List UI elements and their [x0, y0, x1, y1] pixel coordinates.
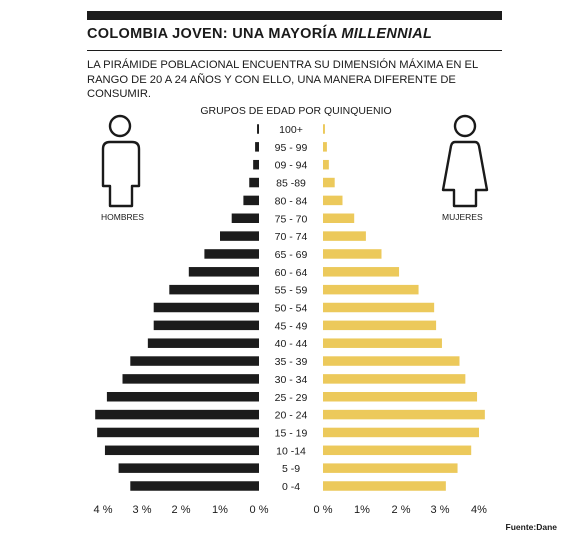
age-group-labels: 100+ 95 - 99 09 - 94 85 -89 80 - 84 75 - 70 70… — [275, 124, 308, 493]
tick-right-3: 3 % — [431, 504, 450, 516]
man-icon — [101, 114, 141, 208]
age-label-17: 15 - 19 — [275, 427, 308, 439]
bar-women-10 — [323, 302, 435, 313]
legend-men-label: HOMBRES — [101, 212, 144, 222]
bar-women-4 — [323, 195, 343, 206]
age-label-20: 0 -4 — [282, 481, 300, 493]
tick-right-4: 4% — [471, 504, 487, 516]
bar-women-0 — [323, 124, 325, 134]
infographic-subtitle: LA PIRÁMIDE POBLACIONAL ENCUENTRA SU DIM… — [87, 59, 478, 100]
bar-men-13 — [130, 356, 259, 366]
tick-left-0: 4 % — [94, 504, 113, 516]
tick-left-2: 2 % — [172, 504, 191, 516]
tick-left-1: 3 % — [133, 504, 152, 516]
age-label-0: 100+ — [279, 124, 303, 136]
age-label-2: 09 - 94 — [275, 160, 308, 172]
age-label-3: 85 -89 — [276, 178, 306, 190]
chart-title: GRUPOS DE EDAD POR QUINQUENIO — [200, 105, 391, 117]
bar-men-19 — [118, 463, 259, 473]
bar-women-2 — [323, 159, 329, 170]
age-label-4: 80 - 84 — [275, 195, 308, 207]
bar-men-15 — [106, 392, 260, 402]
pyramid-bars — [95, 124, 485, 491]
bar-women-17 — [323, 427, 479, 438]
age-label-10: 50 - 54 — [275, 303, 308, 315]
bar-women-9 — [323, 284, 419, 295]
infographic-title: COLOMBIA JOVEN: UNA MAYORÍA MILLENNIAL — [87, 26, 507, 42]
age-label-15: 25 - 29 — [275, 392, 308, 404]
bar-women-11 — [323, 320, 437, 331]
bar-men-10 — [153, 302, 259, 313]
age-label-9: 55 - 59 — [275, 285, 308, 297]
age-label-5: 75 - 70 — [275, 213, 308, 225]
age-label-1: 95 - 99 — [275, 142, 308, 154]
bar-women-3 — [323, 177, 335, 188]
age-label-13: 35 - 39 — [275, 356, 308, 368]
legend-women-label: MUJERES — [442, 212, 483, 222]
bar-women-14 — [323, 374, 466, 384]
bar-men-7 — [204, 249, 259, 259]
bar-men-17 — [97, 427, 260, 438]
tick-right-1: 1% — [354, 504, 370, 516]
title-emphasis: MILLENNIAL — [341, 26, 433, 42]
tick-left-4: 0 % — [250, 504, 269, 516]
woman-icon — [441, 114, 489, 208]
bar-men-3 — [249, 177, 259, 188]
bar-women-12 — [323, 338, 442, 348]
bar-men-18 — [104, 445, 259, 456]
tick-right-0: 0 % — [314, 504, 333, 516]
bar-women-5 — [323, 213, 355, 223]
bar-men-14 — [122, 374, 259, 384]
age-label-7: 65 - 69 — [275, 249, 308, 261]
age-label-16: 20 - 24 — [275, 410, 308, 422]
bar-men-9 — [169, 284, 259, 295]
bar-men-2 — [253, 159, 259, 170]
age-label-19: 5 -9 — [282, 463, 300, 475]
age-label-14: 30 - 34 — [275, 374, 308, 386]
bar-men-20 — [130, 481, 259, 491]
bar-women-20 — [323, 481, 446, 491]
bar-women-6 — [323, 231, 366, 241]
top-rule-bar — [87, 11, 502, 20]
bar-women-8 — [323, 267, 400, 277]
bar-women-16 — [323, 409, 485, 420]
title-divider — [87, 50, 502, 51]
bar-men-4 — [243, 195, 259, 206]
age-label-12: 40 - 44 — [275, 338, 308, 350]
bar-women-13 — [323, 356, 460, 366]
bar-men-5 — [231, 213, 259, 223]
bar-men-1 — [255, 142, 259, 152]
bar-women-19 — [323, 463, 458, 473]
bar-men-12 — [147, 338, 259, 348]
bar-men-0 — [257, 124, 259, 134]
tick-right-2: 2 % — [392, 504, 411, 516]
bar-men-6 — [220, 231, 259, 241]
age-label-6: 70 - 74 — [275, 231, 308, 243]
age-label-8: 60 - 64 — [275, 267, 308, 279]
age-label-11: 45 - 49 — [275, 320, 308, 332]
tick-left-3: 1% — [212, 504, 228, 516]
bar-women-15 — [323, 392, 478, 402]
bar-men-11 — [153, 320, 259, 331]
bar-women-7 — [323, 249, 382, 259]
bar-women-18 — [323, 445, 472, 456]
bar-men-8 — [188, 267, 259, 277]
bar-women-1 — [323, 142, 327, 152]
source-note: Fuente:Dane — [505, 522, 557, 532]
age-label-18: 10 -14 — [276, 445, 306, 457]
bar-men-16 — [95, 409, 259, 420]
axis-tick-labels: 4 % 3 % 2 % 1% 0 % 0 % 1% 2 % 3 % 4% — [94, 504, 488, 516]
title-main: COLOMBIA JOVEN: UNA MAYORÍA — [87, 26, 342, 42]
